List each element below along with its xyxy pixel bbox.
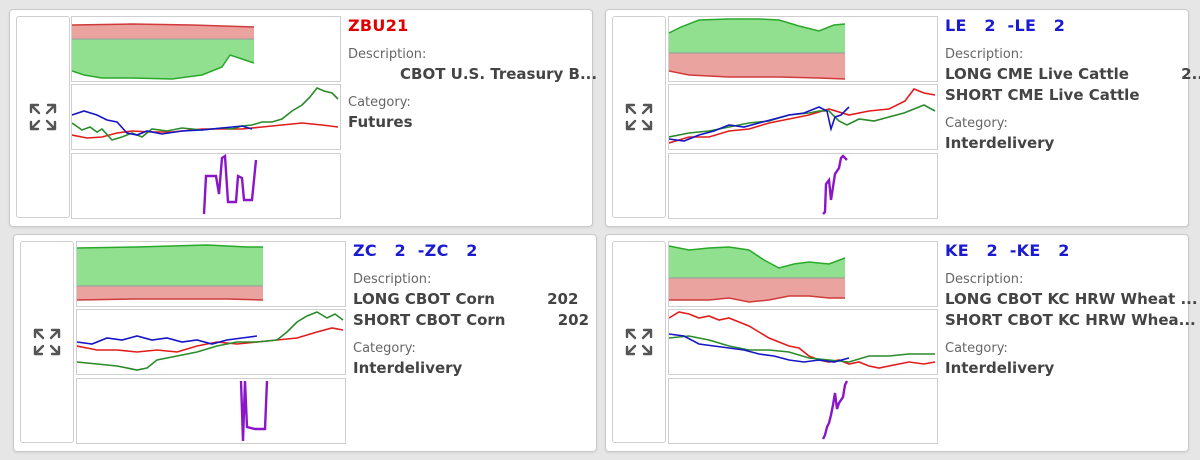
contract-title[interactable]: ZC 2 -ZC 2 bbox=[353, 241, 478, 260]
category-value: Interdelivery bbox=[353, 359, 463, 377]
contract-info: KE 2 -KE 2 Description: LONG CBOT KC HRW… bbox=[945, 241, 1198, 377]
range-area-chart bbox=[668, 241, 938, 307]
description-short-leg: SHORT CME Live Cattle ... bbox=[945, 86, 1200, 104]
contract-title[interactable]: LE 2 -LE 2 bbox=[945, 16, 1066, 35]
price-lines-chart bbox=[668, 309, 938, 375]
description-label: Description: bbox=[945, 47, 1024, 62]
expand-button[interactable] bbox=[612, 16, 666, 218]
category-label: Category: bbox=[945, 116, 1008, 131]
description-long-leg: LONG CBOT KC HRW Wheat ... bbox=[945, 290, 1198, 308]
contract-title[interactable]: ZBU21 bbox=[348, 16, 409, 35]
description-short-leg: SHORT CBOT Corn 202 bbox=[353, 311, 590, 329]
spread-card-ke[interactable]: KE 2 -KE 2 Description: LONG CBOT KC HRW… bbox=[605, 234, 1198, 452]
spread-sparkline-chart bbox=[76, 378, 346, 444]
spread-sparkline-chart bbox=[668, 153, 938, 219]
contract-info: ZC 2 -ZC 2 Description: LONG CBOT Corn 2… bbox=[353, 241, 589, 377]
expand-arrows-icon bbox=[625, 328, 653, 356]
description-value: CBOT U.S. Treasury B... bbox=[400, 65, 598, 83]
expand-arrows-icon bbox=[29, 103, 57, 131]
category-value: Interdelivery bbox=[945, 134, 1055, 152]
description-label: Description: bbox=[348, 47, 427, 62]
category-value: Interdelivery bbox=[945, 359, 1055, 377]
contract-title[interactable]: KE 2 -KE 2 bbox=[945, 241, 1070, 260]
contract-info: ZBU21 Description: CBOT U.S. Treasury B.… bbox=[348, 16, 598, 131]
contract-info: LE 2 -LE 2 Description: LONG CME Live Ca… bbox=[945, 16, 1200, 152]
price-lines-chart bbox=[71, 84, 341, 150]
price-lines-chart bbox=[76, 309, 346, 375]
expand-button[interactable] bbox=[612, 241, 666, 443]
spread-sparkline-chart bbox=[668, 378, 938, 444]
range-area-chart bbox=[668, 16, 938, 82]
category-label: Category: bbox=[945, 341, 1008, 356]
category-value: Futures bbox=[348, 113, 413, 131]
spread-card-zbu21[interactable]: ZBU21 Description: CBOT U.S. Treasury B.… bbox=[9, 9, 598, 227]
description-label: Description: bbox=[353, 272, 432, 287]
description-short-leg: SHORT CBOT KC HRW Whea... bbox=[945, 311, 1196, 329]
expand-button[interactable] bbox=[20, 241, 74, 443]
range-area-chart bbox=[71, 16, 341, 82]
price-lines-chart bbox=[668, 84, 938, 150]
description-long-leg: LONG CBOT Corn 202 bbox=[353, 290, 579, 308]
spread-sparkline-chart bbox=[71, 153, 341, 219]
spread-card-zc[interactable]: ZC 2 -ZC 2 Description: LONG CBOT Corn 2… bbox=[13, 234, 597, 452]
expand-arrows-icon bbox=[625, 103, 653, 131]
description-label: Description: bbox=[945, 272, 1024, 287]
description-long-leg: LONG CME Live Cattle 2... bbox=[945, 65, 1200, 83]
category-label: Category: bbox=[353, 341, 416, 356]
range-area-chart bbox=[76, 241, 346, 307]
spread-card-le[interactable]: LE 2 -LE 2 Description: LONG CME Live Ca… bbox=[605, 9, 1200, 227]
expand-button[interactable] bbox=[16, 16, 70, 218]
category-label: Category: bbox=[348, 95, 411, 110]
expand-arrows-icon bbox=[33, 328, 61, 356]
